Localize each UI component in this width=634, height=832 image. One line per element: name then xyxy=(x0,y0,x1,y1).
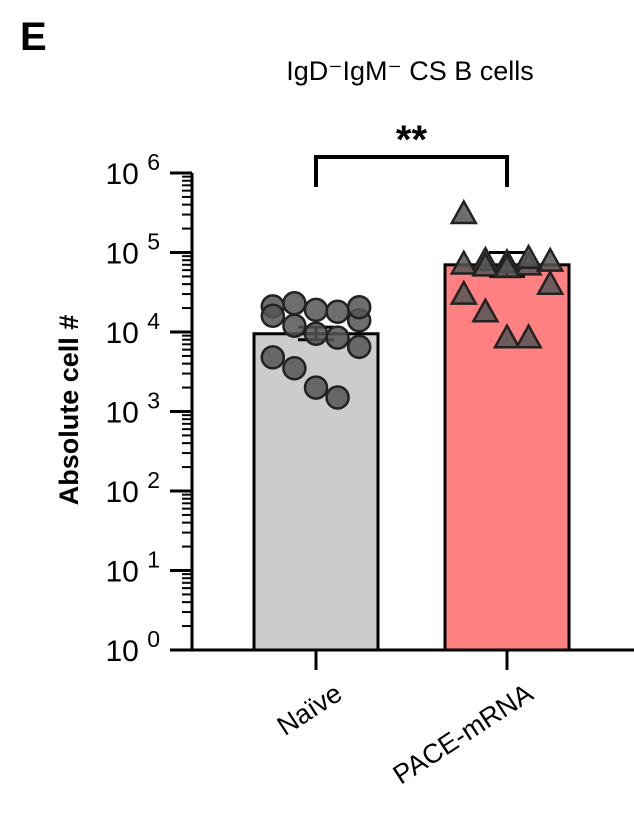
y-tick-label: 10 6 xyxy=(105,149,160,191)
data-point xyxy=(471,297,500,323)
y-tick-label: 10 5 xyxy=(105,229,160,271)
data-point xyxy=(449,198,478,225)
data-point xyxy=(492,323,522,349)
data-point xyxy=(303,375,329,400)
y-tick-base: 10 xyxy=(105,397,147,430)
data-point xyxy=(282,355,307,381)
y-tick-base: 10 xyxy=(105,476,147,509)
data-point xyxy=(536,269,565,295)
x-tick-label: PACE-mRNA xyxy=(388,678,539,790)
data-point xyxy=(325,325,350,350)
data-point xyxy=(449,279,478,305)
y-tick-exponent: 0 xyxy=(147,626,160,652)
y-tick-exponent: 5 xyxy=(147,229,160,255)
y-tick-exponent: 4 xyxy=(147,308,160,334)
y-tick-label: 10 4 xyxy=(105,308,160,350)
y-tick-label: 10 2 xyxy=(105,467,160,509)
y-tick-label: 10 0 xyxy=(105,626,160,668)
y-axis-label: Absolute cell # xyxy=(54,315,84,506)
y-tick-base: 10 xyxy=(105,158,147,191)
data-point xyxy=(514,243,543,269)
y-ticks: 10 010 110 210 310 410 510 6 xyxy=(105,149,192,668)
y-tick-base: 10 xyxy=(105,238,147,271)
data-points xyxy=(260,198,565,410)
y-tick-label: 10 3 xyxy=(105,388,160,430)
data-point xyxy=(260,345,286,370)
bar-1 xyxy=(443,263,571,652)
y-tick-exponent: 6 xyxy=(147,149,160,175)
chart-title: IgD⁻IgM⁻ CS B cells xyxy=(286,56,534,86)
data-point xyxy=(471,251,500,277)
data-point xyxy=(303,297,329,323)
data-point xyxy=(492,252,522,279)
y-tick-exponent: 1 xyxy=(147,547,160,573)
significance: ** xyxy=(314,118,509,187)
axes xyxy=(170,173,634,652)
panel-letter: E xyxy=(20,15,47,59)
data-point xyxy=(514,323,543,349)
data-point xyxy=(449,249,478,275)
x-tick-labels: Naïve PACE-mRNA xyxy=(272,650,539,790)
y-tick-base: 10 xyxy=(105,317,147,350)
data-point xyxy=(303,321,329,347)
data-point xyxy=(282,290,307,316)
y-tick-base: 10 xyxy=(105,556,147,589)
data-point xyxy=(325,299,350,324)
data-point xyxy=(325,385,350,410)
y-tick-label: 10 1 xyxy=(105,547,160,589)
x-tick-label: Naïve xyxy=(272,678,348,742)
y-tick-exponent: 3 xyxy=(147,388,160,414)
data-point xyxy=(346,294,372,320)
significance-bracket xyxy=(314,155,509,187)
data-point xyxy=(282,313,307,338)
data-point xyxy=(346,334,372,360)
significance-label: ** xyxy=(396,118,428,162)
y-tick-base: 10 xyxy=(105,635,147,668)
y-tick-exponent: 2 xyxy=(147,467,160,493)
data-point xyxy=(260,303,286,329)
